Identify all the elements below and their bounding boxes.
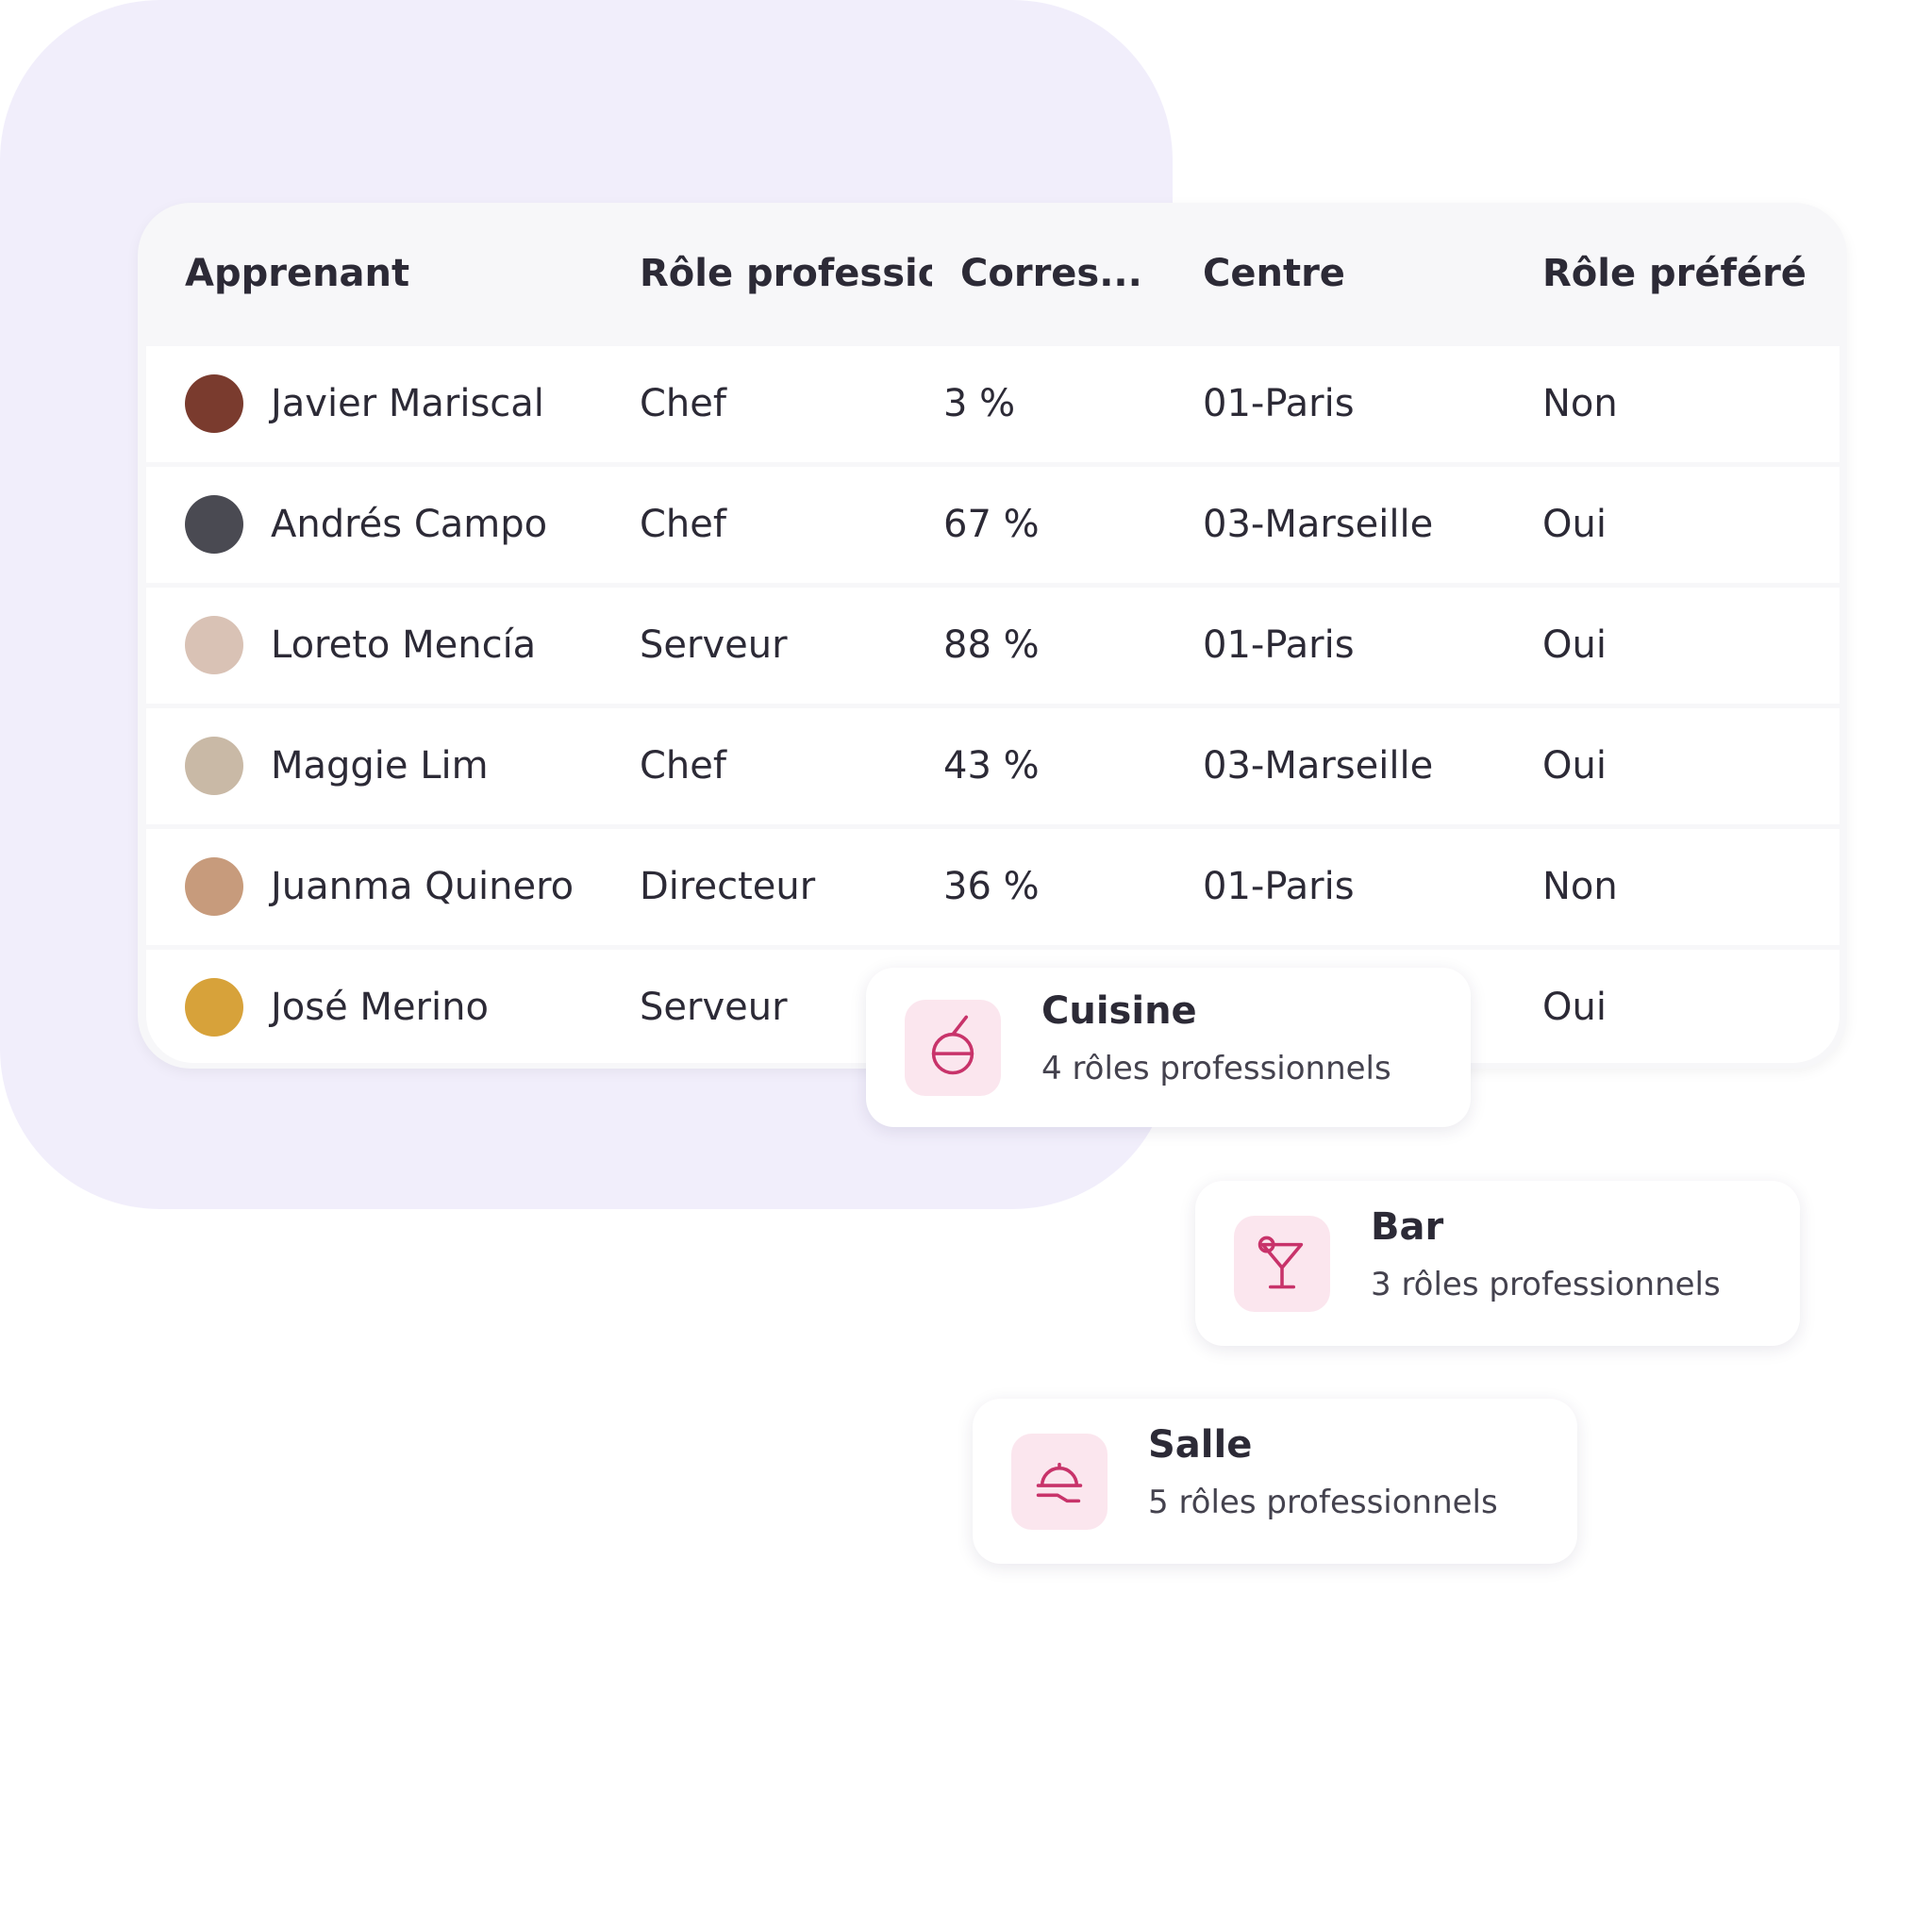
avatar: [185, 857, 243, 916]
icon: [1257, 1236, 1304, 1288]
table-cell: Maggie Lim: [271, 744, 489, 788]
card-title: Salle: [1148, 1422, 1253, 1467]
table-row[interactable]: Maggie Lim Chef 43 % 03-Marseille Oui: [146, 708, 1840, 824]
icon: [931, 1015, 974, 1074]
table: Apprenant Rôle professionnel Corres... Cent…: [138, 203, 1847, 1069]
table-cell: 36 %: [943, 865, 1040, 908]
table-cell: 01-Paris: [1203, 865, 1355, 908]
table-cell: Loreto Mencía: [271, 623, 537, 667]
card-subtitle: 3 rôles professionnels: [1371, 1265, 1721, 1303]
table-cell: Oui: [1542, 744, 1607, 788]
icon: [1036, 1462, 1083, 1502]
avatar: [185, 978, 243, 1037]
column-header[interactable]: Apprenant: [185, 252, 410, 295]
avatar: [185, 737, 243, 795]
avatar: [185, 495, 243, 554]
category-card[interactable]: Cuisine 4 rôles professionnels: [866, 968, 1471, 1127]
table-cell: Non: [1542, 865, 1618, 908]
category-card[interactable]: Salle 5 rôles professionnels: [973, 1399, 1577, 1564]
table-cell: Chef: [640, 382, 726, 425]
table-cell: 03-Marseille: [1203, 503, 1434, 546]
table-row[interactable]: Andrés Campo Chef 67 % 03-Marseille Oui: [146, 467, 1840, 583]
table-cell: 67 %: [943, 503, 1040, 546]
table-row[interactable]: Javier Mariscal Chef 3 % 01-Paris Non: [146, 346, 1840, 462]
column-header[interactable]: Rôle préféré: [1542, 252, 1807, 295]
table-cell: Andrés Campo: [271, 503, 548, 546]
table-row[interactable]: Juanma Quinero Directeur 36 % 01-Paris Non: [146, 829, 1840, 945]
table-cell: Oui: [1542, 503, 1607, 546]
avatar: [185, 374, 243, 433]
table-cell: Chef: [640, 744, 726, 788]
table-cell: Javier Mariscal: [271, 382, 544, 425]
table-cell: 03-Marseille: [1203, 744, 1434, 788]
card-title: Cuisine: [1041, 988, 1197, 1033]
column-header[interactable]: Corres...: [960, 252, 1142, 295]
card-subtitle: 5 rôles professionnels: [1148, 1483, 1498, 1521]
table-cell: Oui: [1542, 986, 1607, 1029]
table-cell: Directeur: [640, 865, 816, 908]
category-icon: [1011, 1433, 1108, 1530]
table-cell: José Merino: [271, 986, 489, 1029]
column-header[interactable]: Centre: [1203, 252, 1345, 295]
table-cell: Chef: [640, 503, 726, 546]
table-cell: Juanma Quinero: [271, 865, 575, 908]
table-cell: 01-Paris: [1203, 382, 1355, 425]
table-cell: Non: [1542, 382, 1618, 425]
table-cell: Serveur: [640, 623, 788, 667]
table-cell: 43 %: [943, 744, 1040, 788]
table-cell: 88 %: [943, 623, 1040, 667]
category-card[interactable]: Bar 3 rôles professionnels: [1195, 1181, 1800, 1346]
category-icon: [905, 999, 1001, 1096]
table-row[interactable]: Loreto Mencía Serveur 88 % 01-Paris Oui: [146, 588, 1840, 704]
card-subtitle: 4 rôles professionnels: [1041, 1049, 1391, 1087]
table-cell: 01-Paris: [1203, 623, 1355, 667]
category-icon: [1234, 1215, 1330, 1312]
card-title: Bar: [1371, 1204, 1444, 1249]
table-cell: Serveur: [640, 986, 788, 1029]
table-cell: 3 %: [943, 382, 1016, 425]
table-cell: Oui: [1542, 623, 1607, 667]
avatar: [185, 616, 243, 674]
column-header[interactable]: Rôle professionnel: [640, 252, 932, 295]
